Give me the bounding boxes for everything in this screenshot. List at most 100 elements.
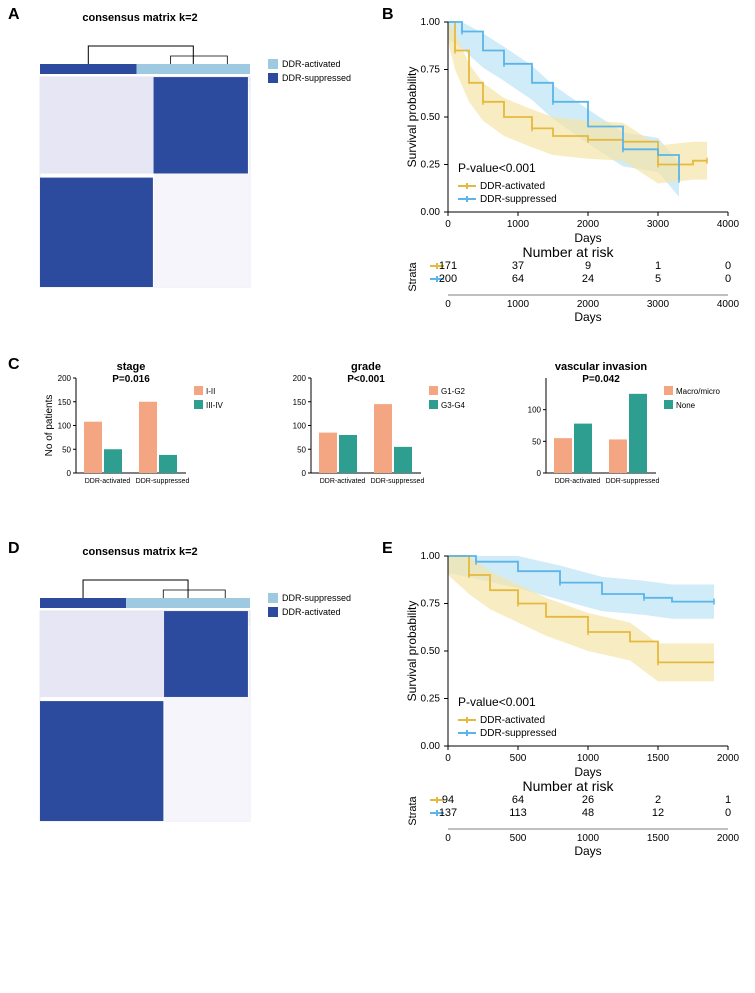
svg-text:0.00: 0.00	[421, 207, 441, 218]
svg-text:Days: Days	[574, 310, 601, 324]
svg-text:0.00: 0.00	[421, 741, 441, 752]
svg-text:0.50: 0.50	[421, 646, 441, 657]
panel-b-figure: 0.000.250.500.751.0001000200030004000Day…	[400, 12, 745, 342]
panel-label-e: E	[382, 540, 393, 558]
svg-text:171: 171	[439, 260, 457, 272]
svg-text:DDR-suppressed: DDR-suppressed	[371, 478, 425, 485]
svg-text:3000: 3000	[647, 299, 670, 310]
svg-text:0: 0	[445, 219, 451, 230]
svg-text:G1-G2: G1-G2	[441, 387, 466, 396]
svg-text:100: 100	[58, 422, 72, 431]
panel-e-figure: 0.000.250.500.751.000500100015002000Days…	[400, 546, 745, 876]
panel-d-figure: consensus matrix k=2 DDR-suppressedDDR-a…	[30, 546, 360, 863]
svg-text:Days: Days	[574, 844, 601, 858]
svg-text:stage: stage	[117, 361, 146, 373]
svg-text:Survival probability: Survival probability	[405, 601, 419, 702]
svg-text:12: 12	[652, 807, 664, 819]
svg-text:Number at risk: Number at risk	[522, 778, 614, 794]
svg-text:37: 37	[512, 260, 524, 272]
svg-text:0: 0	[67, 469, 72, 478]
svg-text:Macro/micro: Macro/micro	[676, 387, 721, 396]
svg-text:DDR-activated: DDR-activated	[480, 715, 545, 726]
svg-text:64: 64	[512, 273, 524, 285]
svg-text:2000: 2000	[717, 753, 740, 764]
svg-text:P=0.042: P=0.042	[582, 374, 620, 385]
svg-text:150: 150	[58, 398, 72, 407]
svg-text:500: 500	[510, 833, 527, 844]
svg-text:0.75: 0.75	[421, 65, 441, 76]
svg-text:0.25: 0.25	[421, 694, 441, 705]
svg-text:DDR-activated: DDR-activated	[282, 607, 341, 617]
svg-text:Survival probability: Survival probability	[405, 67, 419, 168]
svg-text:P<0.001: P<0.001	[347, 374, 385, 385]
panel-d-title: consensus matrix k=2	[40, 546, 240, 558]
svg-text:0: 0	[445, 753, 451, 764]
svg-text:0: 0	[725, 807, 731, 819]
panel-label-d: D	[8, 540, 20, 558]
svg-text:Number at risk: Number at risk	[522, 244, 614, 260]
svg-text:113: 113	[509, 807, 527, 819]
svg-text:Strata: Strata	[407, 261, 419, 291]
svg-text:III-IV: III-IV	[206, 401, 224, 410]
svg-text:2000: 2000	[577, 299, 600, 310]
svg-text:I-II: I-II	[206, 387, 215, 396]
svg-text:50: 50	[532, 437, 541, 446]
svg-text:4000: 4000	[717, 299, 740, 310]
svg-text:1000: 1000	[577, 753, 600, 764]
svg-text:1000: 1000	[577, 833, 600, 844]
svg-text:DDR-activated: DDR-activated	[282, 59, 341, 69]
svg-text:4000: 4000	[717, 219, 740, 230]
svg-text:DDR-suppressed: DDR-suppressed	[282, 73, 351, 83]
svg-text:500: 500	[510, 753, 527, 764]
svg-text:64: 64	[512, 794, 524, 806]
consensus-matrix-d: DDR-suppressedDDR-activated	[30, 558, 360, 858]
bar-charts-c: stageP=0.016050100150200No of patientsDD…	[30, 360, 740, 520]
svg-text:Days: Days	[574, 231, 601, 245]
svg-text:0: 0	[445, 299, 451, 310]
svg-text:1500: 1500	[647, 833, 670, 844]
survival-plot-e: 0.000.250.500.751.000500100015002000Days…	[400, 546, 745, 876]
svg-text:94: 94	[442, 794, 454, 806]
svg-text:1: 1	[725, 794, 731, 806]
panel-a-figure: consensus matrix k=2 DDR-activated DDR-su…	[30, 12, 360, 329]
svg-text:DDR-activated: DDR-activated	[555, 478, 601, 485]
svg-text:0.75: 0.75	[421, 599, 441, 610]
svg-text:0.50: 0.50	[421, 112, 441, 123]
panel-label-c: C	[8, 356, 20, 374]
svg-text:5: 5	[655, 273, 661, 285]
panel-label-b: B	[382, 6, 394, 24]
svg-text:grade: grade	[351, 361, 381, 373]
svg-text:No of patients: No of patients	[44, 395, 55, 457]
svg-text:0: 0	[725, 273, 731, 285]
svg-text:2000: 2000	[717, 833, 740, 844]
svg-text:200: 200	[293, 374, 307, 383]
svg-text:48: 48	[582, 807, 594, 819]
svg-text:P-value<0.001: P-value<0.001	[458, 695, 536, 709]
svg-text:Days: Days	[574, 765, 601, 779]
svg-text:100: 100	[528, 406, 542, 415]
svg-text:2: 2	[655, 794, 661, 806]
svg-text:100: 100	[293, 422, 307, 431]
panel-a-title: consensus matrix k=2	[40, 12, 240, 24]
svg-text:0: 0	[302, 469, 307, 478]
svg-text:1000: 1000	[507, 299, 530, 310]
svg-text:0.25: 0.25	[421, 160, 441, 171]
svg-text:1.00: 1.00	[421, 17, 441, 28]
svg-text:1500: 1500	[647, 753, 670, 764]
svg-text:26: 26	[582, 794, 594, 806]
svg-text:0: 0	[445, 833, 451, 844]
svg-text:Strata: Strata	[407, 795, 419, 825]
svg-text:DDR-activated: DDR-activated	[480, 181, 545, 192]
svg-text:200: 200	[58, 374, 72, 383]
panel-c-figure: stageP=0.016050100150200No of patientsDD…	[30, 360, 740, 520]
svg-text:200: 200	[439, 273, 457, 285]
svg-text:G3-G4: G3-G4	[441, 401, 466, 410]
svg-text:24: 24	[582, 273, 594, 285]
svg-text:DDR-suppressed: DDR-suppressed	[606, 478, 660, 485]
svg-text:P-value<0.001: P-value<0.001	[458, 161, 536, 175]
svg-text:137: 137	[439, 807, 457, 819]
svg-text:50: 50	[62, 445, 71, 454]
svg-text:9: 9	[585, 260, 591, 272]
svg-text:DDR-activated: DDR-activated	[320, 478, 366, 485]
svg-text:1: 1	[655, 260, 661, 272]
